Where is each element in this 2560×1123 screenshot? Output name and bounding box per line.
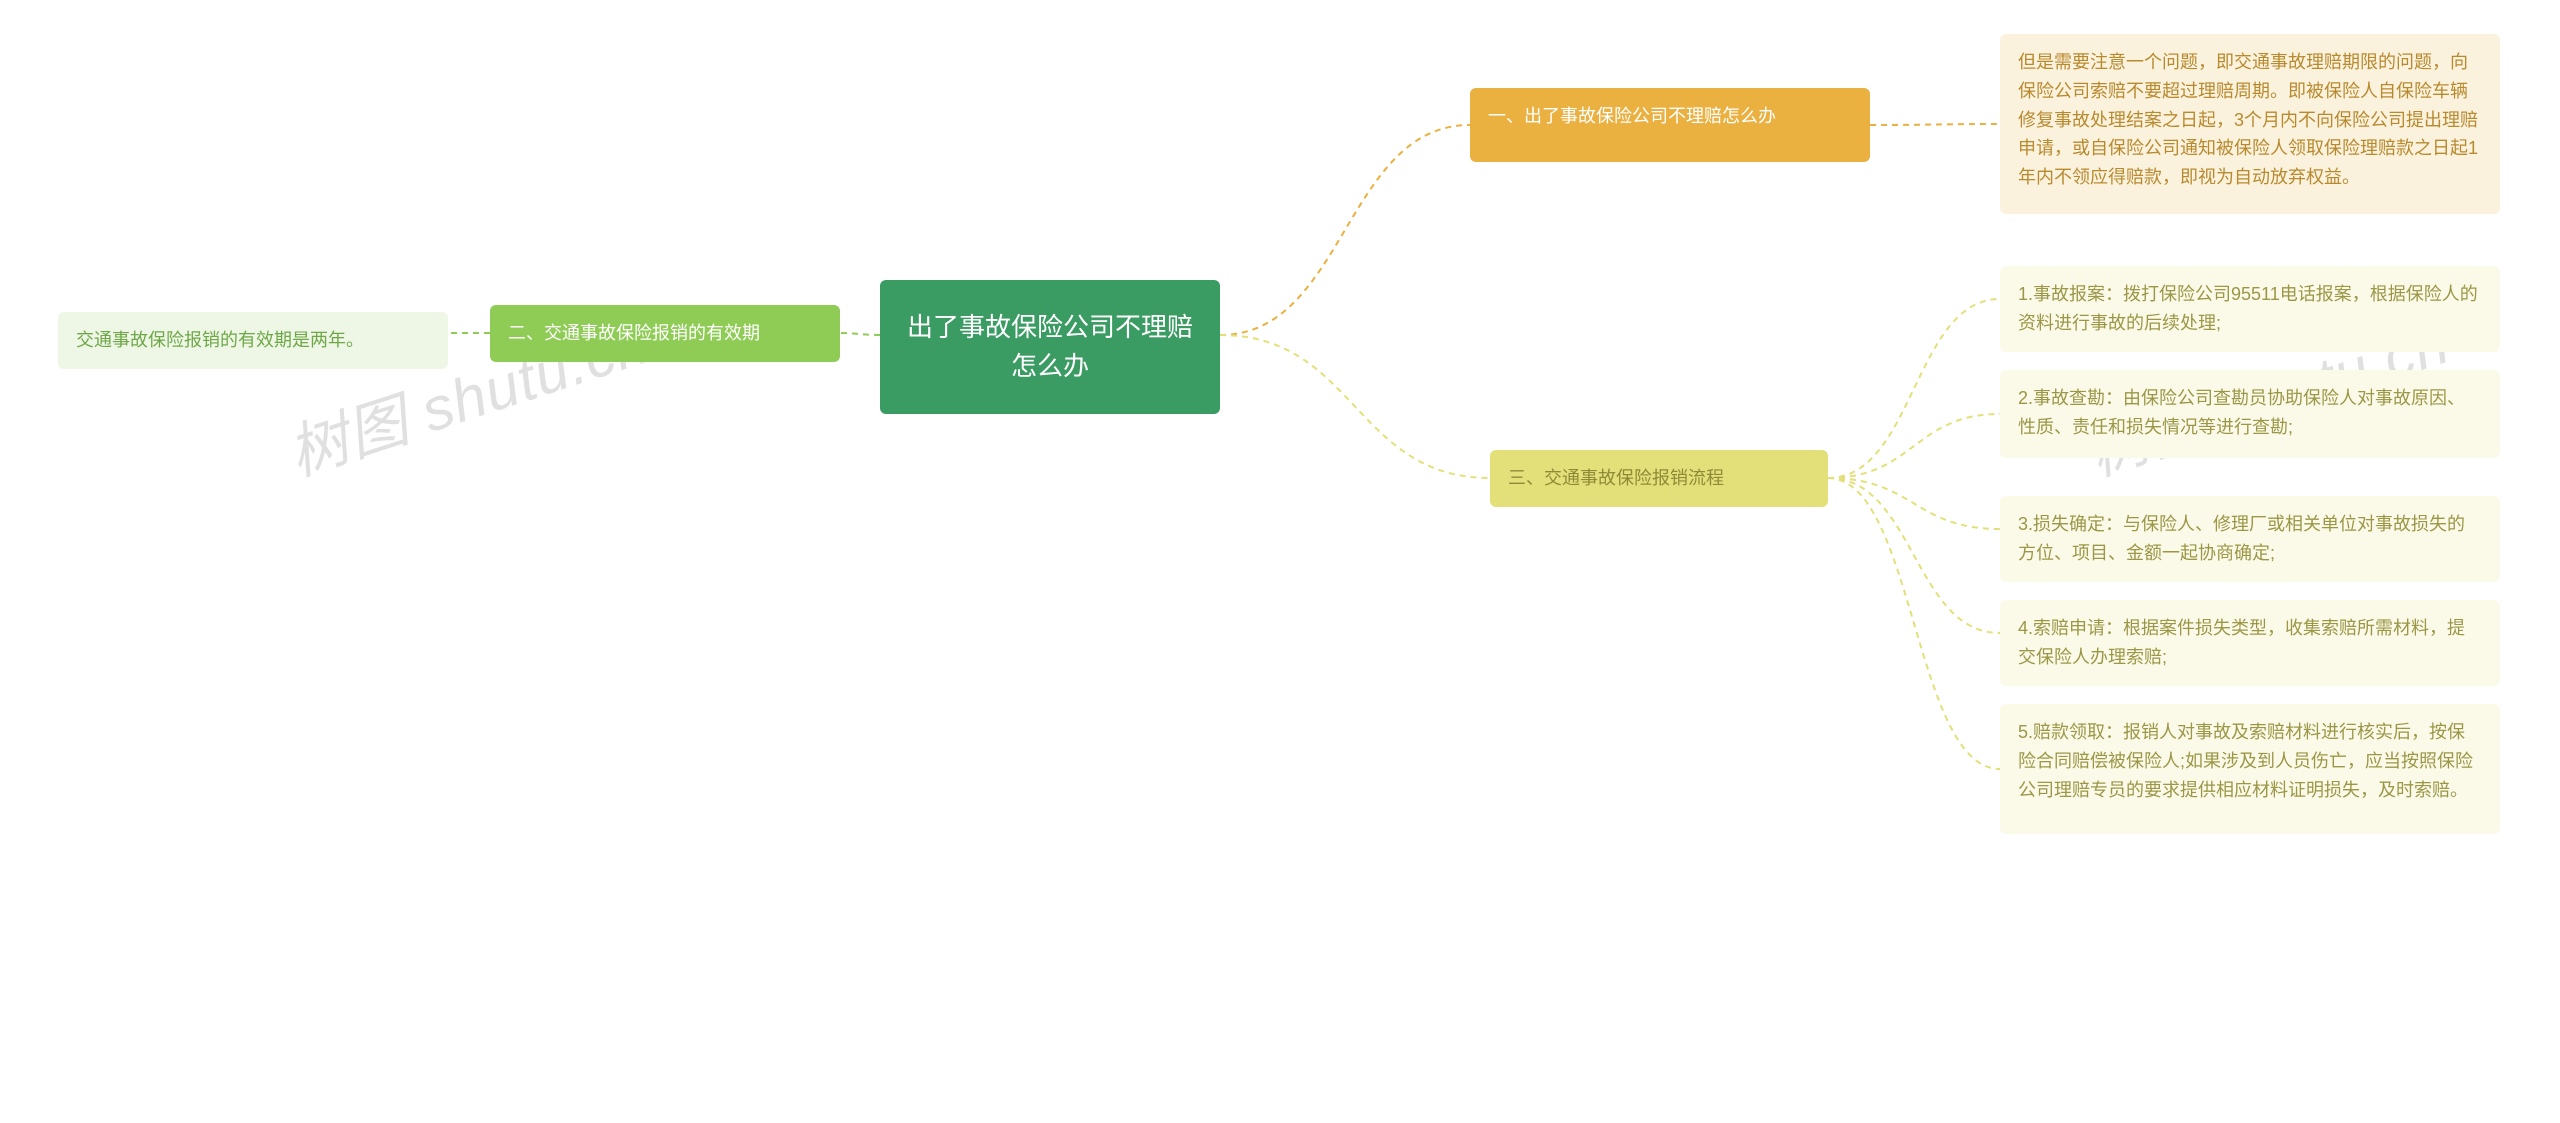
branch-node: 一、出了事故保险公司不理赔怎么办: [1470, 88, 1870, 162]
center-node: 出了事故保险公司不理赔怎么办: [880, 280, 1220, 414]
branch-node: 二、交通事故保险报销的有效期: [490, 305, 840, 362]
branch-node: 三、交通事故保险报销流程: [1490, 450, 1828, 507]
leaf-node: 1.事故报案：拨打保险公司95511电话报案，根据保险人的资料进行事故的后续处理…: [2000, 266, 2500, 352]
leaf-node: 4.索赔申请：根据案件损失类型，收集索赔所需材料，提交保险人办理索赔;: [2000, 600, 2500, 686]
leaf-node: 2.事故查勘：由保险公司查勘员协助保险人对事故原因、性质、责任和损失情况等进行查…: [2000, 370, 2500, 458]
leaf-node: 交通事故保险报销的有效期是两年。: [58, 312, 448, 369]
leaf-node: 3.损失确定：与保险人、修理厂或相关单位对事故损失的方位、项目、金额一起协商确定…: [2000, 496, 2500, 582]
leaf-node: 5.赔款领取：报销人对事故及索赔材料进行核实后，按保险合同赔偿被保险人;如果涉及…: [2000, 704, 2500, 834]
leaf-node: 但是需要注意一个问题，即交通事故理赔期限的问题，向保险公司索赔不要超过理赔周期。…: [2000, 34, 2500, 214]
